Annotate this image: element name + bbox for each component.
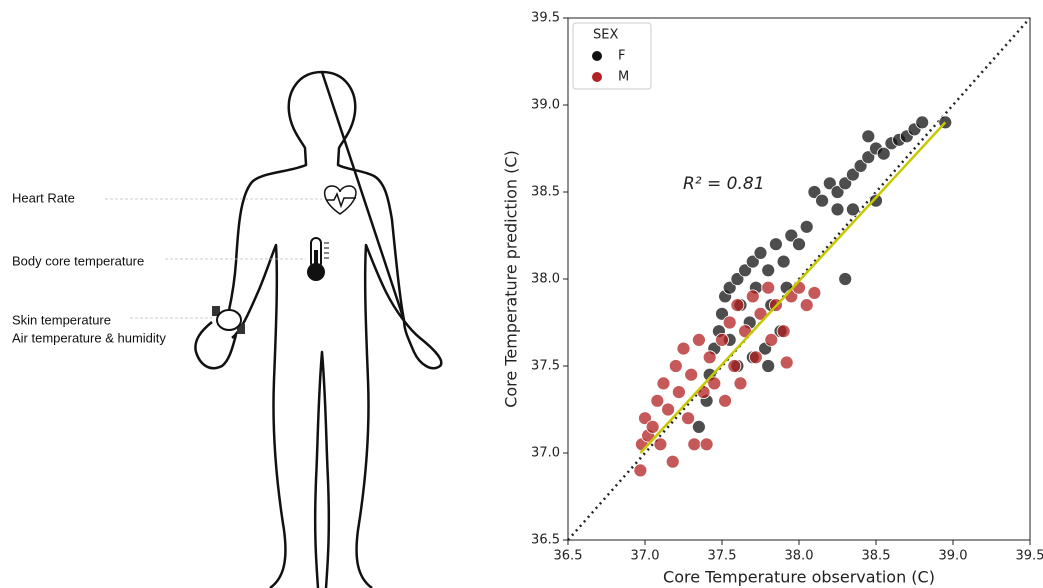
point — [688, 438, 701, 451]
point — [780, 356, 793, 369]
point — [703, 351, 716, 364]
point — [697, 386, 710, 399]
point — [731, 299, 744, 312]
point — [734, 377, 747, 390]
y-tick-label: 37.5 — [531, 359, 560, 374]
point — [685, 368, 698, 381]
legend-title: SEX — [593, 28, 618, 43]
point — [816, 194, 829, 207]
point — [716, 333, 729, 346]
x-tick-label: 39.5 — [1016, 549, 1043, 564]
point — [831, 203, 844, 216]
x-tick-label: 37.0 — [631, 549, 660, 564]
legend-swatch — [592, 72, 602, 82]
x-tick-label: 38.5 — [862, 549, 891, 564]
point — [746, 290, 759, 303]
figure: Heart Rate Body core temperature Skin te… — [0, 0, 1043, 588]
sensor-label: Skin temperature — [12, 312, 111, 327]
legend-swatch — [592, 51, 602, 61]
point — [762, 264, 775, 277]
sensor-label: Body core temperature — [12, 253, 144, 268]
point — [719, 394, 732, 407]
point — [839, 273, 852, 286]
legend-label: M — [618, 70, 629, 85]
x-tick-label: 37.5 — [708, 549, 737, 564]
point — [808, 286, 821, 299]
point — [793, 238, 806, 251]
point — [692, 420, 705, 433]
sensor-label: Air temperature & humidity — [12, 330, 166, 345]
x-tick-label: 38.0 — [785, 549, 814, 564]
point — [728, 360, 741, 373]
y-tick-label: 38.0 — [531, 272, 560, 287]
point — [677, 342, 690, 355]
y-tick-label: 37.0 — [531, 446, 560, 461]
x-axis-label: Core Temperature observation (C) — [663, 568, 935, 587]
point — [862, 130, 875, 143]
heart-icon — [325, 186, 356, 214]
point — [765, 333, 778, 346]
thermometer-icon — [307, 238, 329, 281]
point — [682, 412, 695, 425]
point — [916, 116, 929, 129]
x-tick-label: 39.0 — [939, 549, 968, 564]
point — [800, 299, 813, 312]
x-tick-label: 36.5 — [554, 549, 583, 564]
body-diagram: Heart Rate Body core temperature Skin te… — [12, 72, 441, 588]
point — [762, 360, 775, 373]
point — [723, 316, 736, 329]
y-tick-label: 39.5 — [531, 11, 560, 26]
y-axis-label: Core Temperature prediction (C) — [502, 150, 521, 408]
point — [800, 220, 813, 233]
point — [646, 420, 659, 433]
point — [672, 386, 685, 399]
y-tick-label: 38.5 — [531, 185, 560, 200]
y-tick-label: 36.5 — [531, 533, 560, 548]
point — [651, 394, 664, 407]
point — [777, 325, 790, 338]
point — [634, 464, 647, 477]
point — [749, 351, 762, 364]
point — [657, 377, 670, 390]
point — [846, 203, 859, 216]
point — [754, 246, 767, 259]
point — [669, 360, 682, 373]
point — [777, 255, 790, 268]
sensor-label: Heart Rate — [12, 190, 75, 205]
point — [769, 238, 782, 251]
point — [666, 455, 679, 468]
point — [662, 403, 675, 416]
legend-label: F — [618, 49, 625, 64]
point — [700, 438, 713, 451]
point — [692, 333, 705, 346]
watch-icon — [212, 306, 245, 334]
y-tick-label: 39.0 — [531, 98, 560, 113]
point — [762, 281, 775, 294]
scatter-plot: 36.5 37.0 37.5 38.0 38.5 39.0 39.5 36.5 37.0 37.5… — [502, 11, 1043, 587]
point — [654, 438, 667, 451]
annotation: R² = 0.81 — [683, 174, 765, 194]
